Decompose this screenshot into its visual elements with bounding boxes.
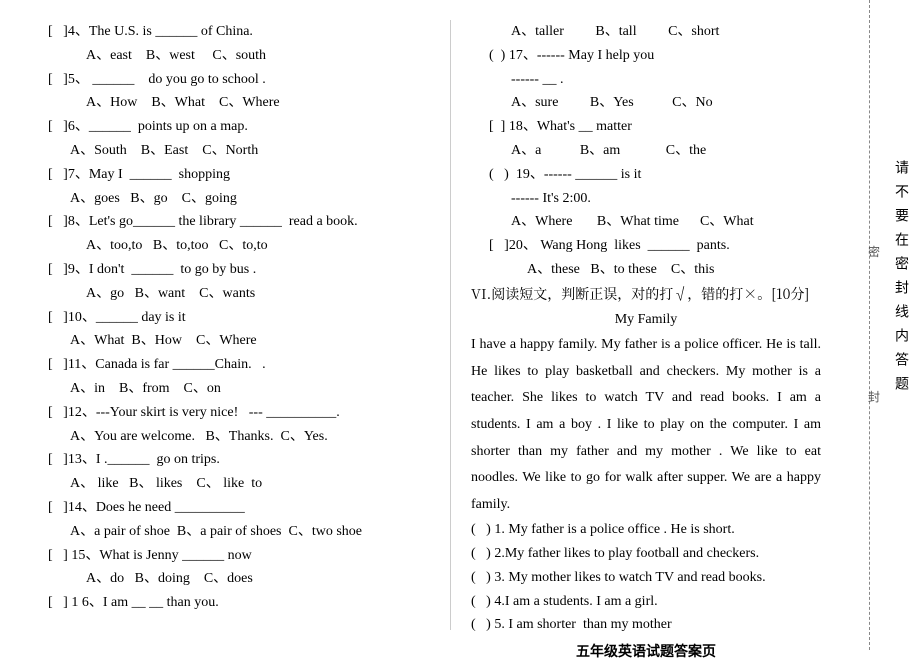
judge-5: ( ) 5. I am shorter than my mother: [471, 613, 821, 637]
q19-cont: ------ It's 2:00.: [471, 187, 821, 211]
q9-stem: [ ]9、I don't ______ to go by bus .: [30, 258, 430, 282]
judge-4: ( ) 4.I am a students. I am a girl.: [471, 590, 821, 614]
q17-cont: ------ __ .: [471, 68, 821, 92]
q11-opts: A、in B、from C、on: [30, 377, 430, 401]
q6-opts: A、South B、East C、North: [30, 139, 430, 163]
left-column: [ ]4、The U.S. is ______ of China. A、east…: [30, 20, 450, 630]
q8-stem: [ ]8、Let's go______ the library ______ r…: [30, 210, 430, 234]
q18-stem: [ ] 18、What's __ matter: [471, 115, 821, 139]
q19-stem: ( ) 19、------ ______ is it: [471, 163, 821, 187]
q4-stem: [ ]4、The U.S. is ______ of China.: [30, 20, 430, 44]
q14-opts: A、a pair of shoe B、a pair of shoes C、two…: [30, 520, 430, 544]
q11-stem: [ ]11、Canada is far ______Chain. .: [30, 353, 430, 377]
section6-title: VI.阅读短文，判断正误，对的打√，错的打×。[10分]: [471, 282, 821, 307]
q7-opts: A、goes B、go C、going: [30, 187, 430, 211]
judge-1: ( ) 1. My father is a police office . He…: [471, 518, 821, 542]
q15-opts: A、do B、doing C、does: [30, 567, 430, 591]
judge-2: ( ) 2.My father likes to play football a…: [471, 542, 821, 566]
q8-opts: A、too,to B、to,too C、to,to: [30, 234, 430, 258]
binding-mark-feng: 封: [864, 388, 884, 408]
binding-mark-mi: 密: [864, 243, 884, 263]
q13-opts: A、 like B、 likes C、 like to: [30, 472, 430, 496]
footer-title: 五年级英语试题答案页: [471, 641, 821, 661]
q5-stem: [ ]5、 ______ do you go to school .: [30, 68, 430, 92]
binding-warning: 请不要在密封线内答题: [890, 160, 910, 400]
exam-page: [ ]4、The U.S. is ______ of China. A、east…: [0, 0, 920, 650]
q5-opts: A、How B、What C、Where: [30, 91, 430, 115]
q16-opts: A、taller B、tall C、short: [471, 20, 821, 44]
q7-stem: [ ]7、May I ______ shopping: [30, 163, 430, 187]
q10-opts: A、What B、How C、Where: [30, 329, 430, 353]
q20-opts: A、these B、to these C、this: [471, 258, 821, 282]
q4-opts: A、east B、west C、south: [30, 44, 430, 68]
q9-opts: A、go B、want C、wants: [30, 282, 430, 306]
q10-stem: [ ]10、______ day is it: [30, 306, 430, 330]
q19-opts: A、Where B、What time C、What: [471, 210, 821, 234]
q17-stem: ( ) 17、------ May I help you: [471, 44, 821, 68]
q13-stem: [ ]13、I .______ go on trips.: [30, 448, 430, 472]
q6-stem: [ ]6、______ points up on a map.: [30, 115, 430, 139]
passage-text: I have a happy family. My father is a po…: [471, 332, 821, 518]
q12-stem: [ ]12、---Your skirt is very nice! --- __…: [30, 401, 430, 425]
q17-opts: A、sure B、Yes C、No: [471, 91, 821, 115]
q20-stem: [ ]20、 Wang Hong likes ______ pants.: [471, 234, 821, 258]
right-column: A、taller B、tall C、short ( ) 17、------ Ma…: [451, 20, 831, 630]
q16-stem: [ ] 1 6、I am __ __ than you.: [30, 591, 430, 615]
binding-marks: 密 封: [864, 0, 884, 650]
q12-opts: A、You are welcome. B、Thanks. C、Yes.: [30, 425, 430, 449]
q18-opts: A、a B、am C、the: [471, 139, 821, 163]
q14-stem: [ ]14、Does he need __________: [30, 496, 430, 520]
story-title: My Family: [471, 307, 821, 332]
q15-stem: [ ] 15、What is Jenny ______ now: [30, 544, 430, 568]
judge-3: ( ) 3. My mother likes to watch TV and r…: [471, 566, 821, 590]
